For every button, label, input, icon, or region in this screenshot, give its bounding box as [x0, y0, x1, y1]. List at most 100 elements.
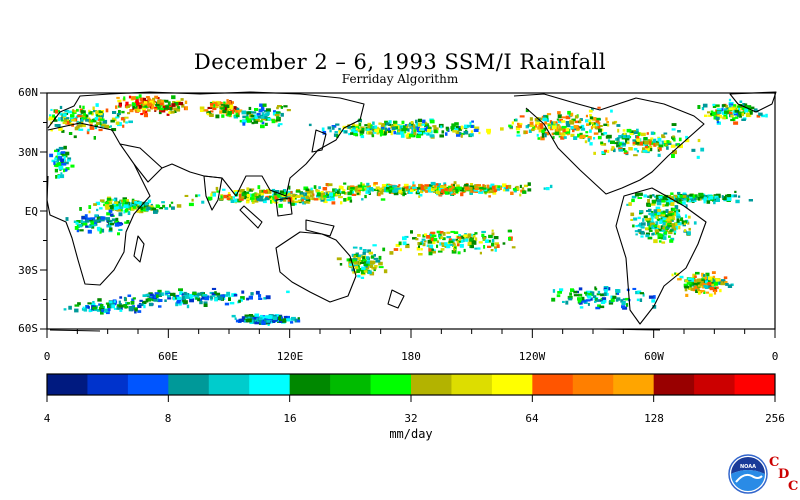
rain-cell — [278, 318, 283, 322]
rain-cell — [207, 196, 213, 201]
rain-cell — [637, 229, 642, 233]
rain-cell — [671, 224, 676, 229]
rain-cell — [444, 190, 449, 195]
rain-cell — [733, 121, 739, 125]
rain-cell — [453, 186, 459, 190]
rain-cell — [438, 236, 441, 240]
rain-cell — [140, 101, 144, 105]
rain-cell — [363, 270, 368, 273]
rain-cell — [668, 230, 673, 235]
rain-cell — [585, 114, 588, 118]
rain-cell — [607, 139, 611, 143]
rain-cell — [645, 227, 649, 231]
rain-cell — [640, 132, 646, 137]
rain-cell — [707, 282, 712, 286]
rain-cell — [669, 140, 672, 144]
rain-cell — [637, 132, 641, 136]
rain-cell — [592, 122, 596, 126]
rain-cell — [307, 193, 311, 198]
rain-cell — [765, 113, 768, 118]
rain-cell — [606, 123, 610, 127]
rain-cell — [712, 275, 716, 278]
rain-cell — [399, 248, 402, 252]
rain-cell — [529, 117, 533, 121]
rain-cell — [136, 201, 141, 205]
rain-cell — [265, 108, 271, 112]
rain-cell — [660, 225, 663, 230]
rain-cell — [674, 205, 679, 209]
rain-cell — [189, 298, 194, 303]
rain-cell — [372, 121, 375, 125]
rain-cell — [326, 195, 330, 199]
rain-cell — [557, 111, 561, 115]
rain-cell — [681, 220, 684, 225]
rain-cell — [123, 204, 129, 209]
rain-cell — [573, 290, 578, 294]
rain-cell — [227, 192, 231, 196]
rain-cell — [258, 198, 264, 202]
rain-cell — [544, 131, 550, 136]
rain-cell — [662, 203, 665, 207]
rain-cell — [630, 212, 635, 217]
rain-cell — [634, 131, 639, 134]
rain-cell — [637, 224, 640, 227]
rain-cell — [664, 225, 668, 230]
rain-cell — [420, 186, 425, 191]
rain-cell — [366, 261, 370, 264]
rain-cell — [623, 151, 629, 155]
rain-cell — [713, 281, 719, 286]
rain-cell — [106, 212, 111, 216]
rain-cell — [617, 128, 620, 133]
rain-cell — [82, 114, 86, 118]
rain-cell — [275, 111, 281, 114]
rain-cell — [444, 188, 448, 191]
rain-cell — [305, 188, 310, 191]
rain-cell — [115, 206, 119, 209]
rain-cell — [64, 109, 70, 113]
rain-cell — [633, 154, 638, 157]
rain-cell — [565, 121, 571, 125]
rain-cell — [233, 115, 238, 119]
rain-cell — [58, 146, 64, 150]
rain-cell — [90, 217, 96, 220]
rain-cell — [525, 125, 529, 129]
rain-cell — [377, 189, 380, 192]
rain-cell — [649, 194, 653, 199]
rain-cell — [109, 301, 113, 304]
rain-cell — [123, 296, 127, 301]
rain-cell — [570, 133, 575, 137]
rain-cell — [670, 202, 675, 206]
rain-cell — [579, 302, 583, 305]
rain-cell — [391, 126, 396, 131]
rain-cell — [534, 124, 538, 128]
rain-cell — [249, 321, 253, 324]
rain-cell — [424, 240, 427, 243]
rain-cell — [131, 298, 135, 302]
rain-cell — [96, 121, 100, 125]
colorbar-swatch — [370, 374, 412, 395]
rain-cell — [511, 246, 516, 249]
rain-cell — [630, 218, 633, 221]
rain-cell — [403, 186, 409, 189]
rain-cell — [474, 237, 478, 241]
rain-cell — [667, 213, 673, 217]
rain-cell — [656, 201, 662, 206]
rain-cell — [378, 255, 382, 260]
rain-cell — [258, 294, 262, 298]
rain-cell — [722, 104, 726, 107]
rain-cell — [435, 183, 439, 186]
rain-cell — [712, 279, 717, 283]
rain-cell — [210, 193, 213, 197]
rain-cell — [719, 288, 722, 293]
rain-cell — [408, 191, 413, 194]
rain-cell — [164, 105, 169, 110]
rain-cell — [628, 147, 633, 151]
rain-cell — [430, 231, 436, 234]
rain-cell — [236, 190, 242, 193]
rain-cell — [146, 201, 150, 205]
rain-cell — [358, 123, 362, 127]
rain-cell — [579, 132, 583, 135]
rain-cell — [53, 119, 58, 122]
rain-cell — [456, 184, 460, 188]
rain-cell — [726, 107, 731, 110]
